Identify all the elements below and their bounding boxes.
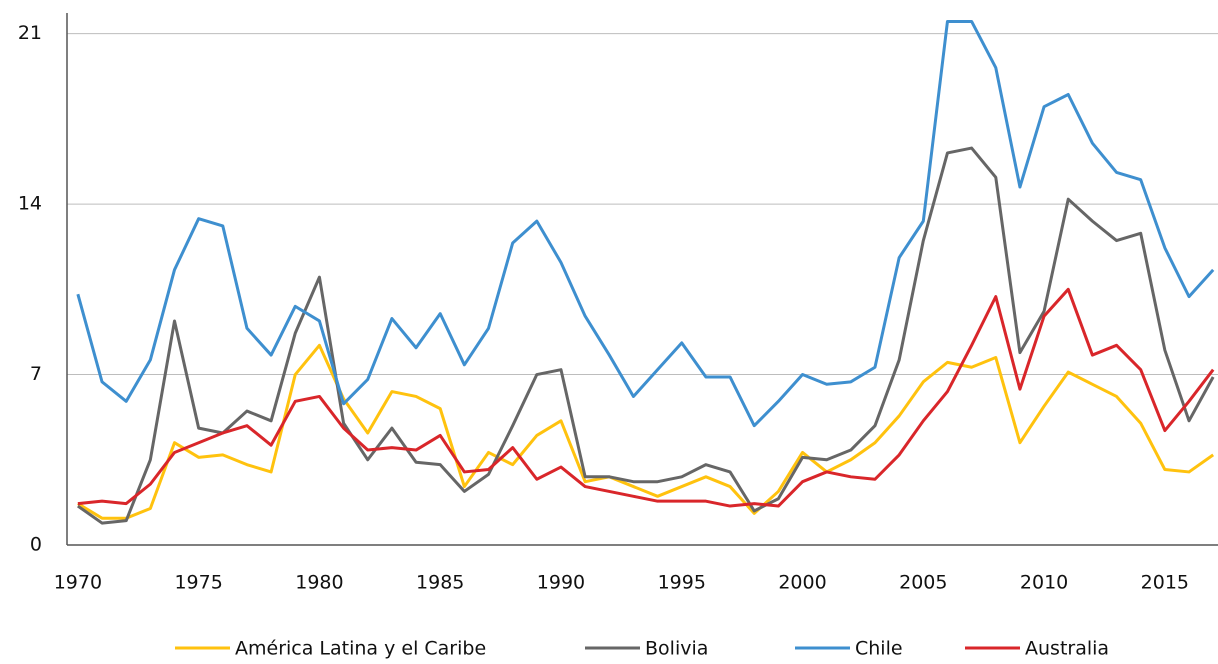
x-tick-label: 2005 — [899, 572, 947, 594]
x-tick-label: 1995 — [658, 572, 706, 594]
y-tick-label: 0 — [30, 534, 42, 556]
legend-label: América Latina y el Caribe — [235, 638, 486, 660]
x-tick-label: 1975 — [174, 572, 222, 594]
x-tick-label: 1985 — [416, 572, 464, 594]
legend-label: Bolivia — [645, 638, 708, 660]
x-tick-label: 2010 — [1020, 572, 1068, 594]
series-line — [77, 287, 1215, 508]
series-line — [77, 146, 1215, 525]
y-tick-label: 21 — [18, 22, 42, 44]
series-line — [77, 343, 1215, 520]
series-line — [76, 19, 1215, 428]
x-tick-label: 2015 — [1141, 572, 1189, 594]
legend-label: Chile — [855, 638, 903, 660]
legend-label: Australia — [1025, 638, 1109, 660]
x-tick-label: 2000 — [778, 572, 826, 594]
x-tick-label: 1970 — [54, 572, 102, 594]
y-tick-label: 7 — [30, 363, 42, 385]
x-tick-label: 1980 — [295, 572, 343, 594]
x-tick-label: 1990 — [537, 572, 585, 594]
y-tick-label: 14 — [18, 193, 42, 215]
